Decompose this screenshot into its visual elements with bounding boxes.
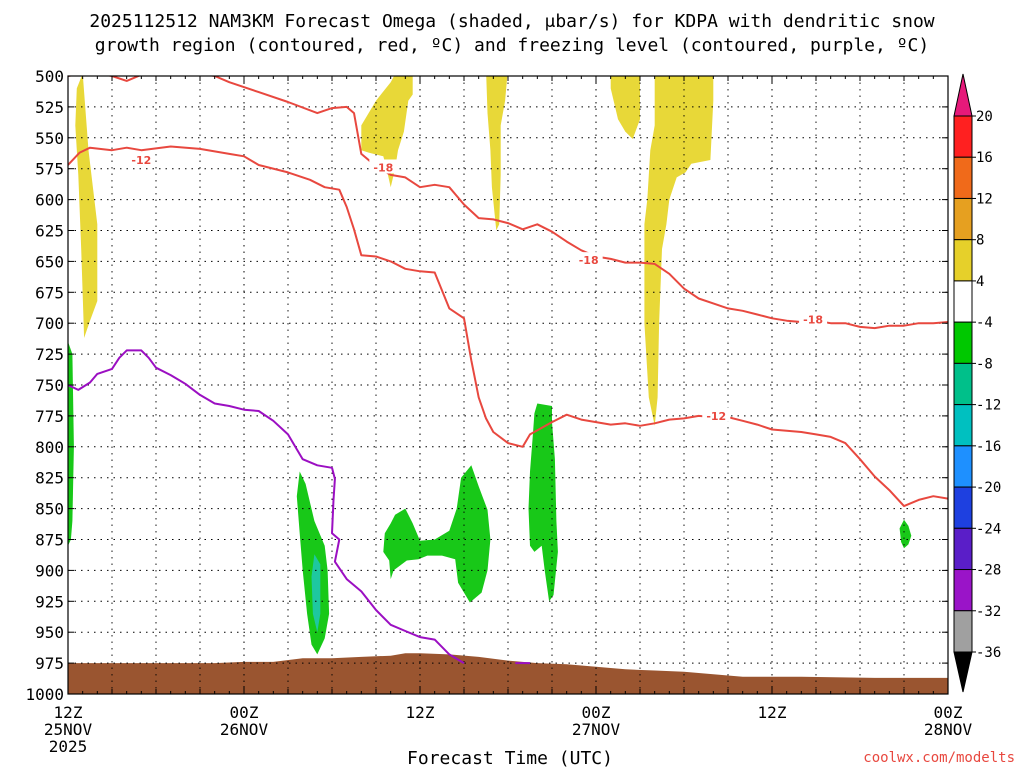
colorbar-swatch — [953, 362, 973, 406]
colorbar-label: -8 — [976, 356, 993, 372]
chart-title-line2: growth region (contoured, red, ºC) and f… — [95, 35, 929, 56]
omega-region — [361, 76, 413, 188]
colorbar-swatch — [953, 280, 973, 323]
colorbar-swatch — [953, 404, 973, 447]
y-tick-label: 575 — [35, 160, 64, 179]
y-tick-label: 825 — [35, 469, 64, 488]
omega-region — [610, 76, 640, 139]
colorbar-label: -28 — [976, 563, 1001, 579]
y-tick-label: 850 — [35, 500, 64, 519]
contour-label: -18 — [579, 254, 599, 267]
colorbar-swatch — [953, 527, 973, 571]
colorbar-label: -12 — [976, 398, 1001, 414]
credit-text: coolwx.com/modelts — [863, 750, 1015, 766]
contour-label-bg — [702, 407, 731, 422]
x-tick-label: 28NOV — [924, 720, 973, 739]
colorbar-label: -16 — [976, 439, 1001, 455]
omega-region — [311, 554, 321, 633]
x-tick-label: 12Z — [406, 703, 435, 722]
contour-line — [68, 145, 948, 508]
x-tick-label: 27NOV — [572, 720, 621, 739]
colorbar-label: -20 — [976, 480, 1001, 496]
y-tick-label: 725 — [35, 345, 64, 364]
y-tick-label: 900 — [35, 561, 64, 580]
x-tick-label: 25NOV — [44, 720, 93, 739]
y-tick-label: 950 — [35, 623, 64, 642]
gridlines — [68, 76, 948, 694]
colorbar-bottom-arrow — [953, 651, 973, 693]
y-tick-label: 625 — [35, 222, 64, 241]
omega-region — [75, 76, 98, 338]
omega-region — [68, 341, 74, 546]
colorbar-label: 12 — [976, 191, 993, 207]
contour-label-bg — [127, 152, 156, 167]
x-tick-label: 26NOV — [220, 720, 269, 739]
chart-title-line1: 2025112512 NAM3KM Forecast Omega (shaded… — [89, 11, 934, 32]
y-tick-label: 700 — [35, 314, 64, 333]
contour-label: -18 — [373, 161, 393, 174]
x-tick-label: 00Z — [230, 703, 259, 722]
x-tick-label: 2025 — [49, 737, 88, 756]
y-tick-label: 1000 — [25, 685, 64, 704]
contour-label: -12 — [131, 154, 151, 167]
contour-label: -18 — [803, 313, 823, 326]
contour-label: -12 — [706, 410, 726, 423]
y-tick-label: 975 — [35, 654, 64, 673]
omega-region — [899, 519, 912, 549]
y-tick-label: 775 — [35, 407, 64, 426]
x-tick-label: 00Z — [582, 703, 611, 722]
omega-region — [296, 471, 330, 655]
y-tick-label: 600 — [35, 191, 64, 210]
omega-region — [486, 76, 508, 231]
colorbar-swatch — [953, 486, 973, 529]
colorbar-swatch — [953, 156, 973, 199]
y-tick-label: 550 — [35, 129, 64, 148]
contour-label-bg — [799, 311, 828, 326]
contour-line — [68, 349, 465, 664]
colorbar-label: -32 — [976, 604, 1001, 620]
omega-region — [528, 403, 558, 602]
colorbar-label: -24 — [976, 521, 1001, 537]
colorbar-swatch — [953, 197, 973, 241]
colorbar-label: 4 — [976, 274, 984, 290]
colorbar-swatch — [953, 321, 973, 364]
y-tick-label: 925 — [35, 592, 64, 611]
terrain-fill — [68, 653, 948, 694]
colorbar-label: -4 — [976, 315, 993, 331]
contour-label-bg — [574, 252, 603, 267]
colorbar-swatch — [953, 569, 973, 612]
omega-region — [644, 76, 714, 426]
colorbar-swatch — [953, 445, 973, 488]
colorbar-label: 8 — [976, 233, 984, 249]
y-tick-label: 675 — [35, 283, 64, 302]
axes: 500 525 550 575 600 625 650 675 700 725 750 775 800 8… — [25, 67, 972, 756]
contour-label-bg — [369, 159, 398, 174]
x-tick-label: 12Z — [758, 703, 787, 722]
colorbar-label: -36 — [976, 645, 1001, 661]
colorbar-label: 16 — [976, 150, 993, 166]
y-tick-label: 875 — [35, 531, 64, 550]
y-tick-label: 650 — [35, 252, 64, 271]
colorbar-label: 20 — [976, 109, 993, 125]
contour-lines: -12 -18 -18 -18 -12 — [68, 76, 948, 665]
x-axis-label: Forecast Time (UTC) — [407, 748, 613, 768]
colorbar-swatch — [953, 115, 973, 158]
y-tick-label: 800 — [35, 438, 64, 457]
x-tick-label: 12Z — [54, 703, 83, 722]
x-tick-label: 00Z — [934, 703, 963, 722]
colorbar-swatch — [953, 239, 973, 282]
colorbar-swatch — [953, 610, 973, 653]
colorbar: 20 16 12 8 4 -4 -8 -12 -16 -20 -24 -28 -32 -36 — [953, 73, 1001, 693]
y-tick-label: 500 — [35, 67, 64, 86]
y-tick-label: 750 — [35, 376, 64, 395]
y-tick-label: 525 — [35, 98, 64, 117]
